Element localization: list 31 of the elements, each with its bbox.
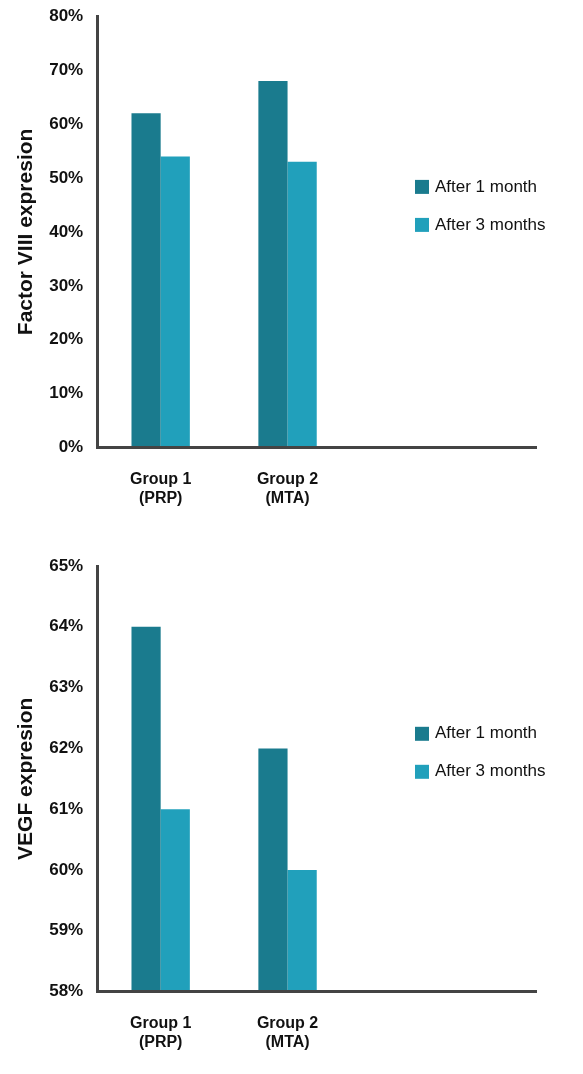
y-tick-label: 30% bbox=[49, 275, 84, 295]
y-tick-label: 10% bbox=[49, 383, 84, 403]
legend-label: After 1 month bbox=[435, 723, 538, 743]
x-tick-label: Group 1 (PRP) bbox=[130, 1013, 192, 1050]
y-tick-label: 59% bbox=[49, 920, 84, 940]
y-tick-label: 20% bbox=[49, 329, 84, 349]
y-axis-title: VEGF expresion bbox=[13, 697, 37, 860]
y-tick-label: 40% bbox=[49, 221, 84, 241]
x-tick-label: Group 2 (MTA) bbox=[256, 469, 319, 506]
y-tick-label: 0% bbox=[58, 437, 84, 457]
y-tick-label: 62% bbox=[49, 738, 84, 758]
legend-label: After 1 month bbox=[435, 176, 538, 196]
y-tick-label: 70% bbox=[49, 59, 84, 79]
y-tick-label: 60% bbox=[49, 113, 84, 133]
y-tick-label: 64% bbox=[49, 616, 84, 636]
y-tick-label: 60% bbox=[49, 859, 84, 879]
y-tick-label: 63% bbox=[49, 677, 84, 697]
y-tick-label: 80% bbox=[49, 5, 84, 25]
bar bbox=[258, 80, 288, 448]
y-axis-title: Factor VIII expresion bbox=[13, 128, 37, 336]
bar bbox=[160, 156, 190, 448]
x-tick-label: Group 1 (PRP) bbox=[130, 469, 192, 506]
bar bbox=[287, 161, 317, 448]
legend-label: After 3 months bbox=[435, 214, 546, 234]
bar bbox=[131, 113, 161, 448]
x-tick-label: Group 2 (MTA) bbox=[256, 1013, 319, 1050]
y-tick-label: 50% bbox=[49, 167, 84, 187]
legend-label: After 3 months bbox=[435, 761, 546, 781]
y-tick-label: 61% bbox=[49, 798, 84, 818]
y-tick-label: 65% bbox=[49, 555, 84, 575]
y-tick-label: 58% bbox=[49, 981, 84, 1001]
